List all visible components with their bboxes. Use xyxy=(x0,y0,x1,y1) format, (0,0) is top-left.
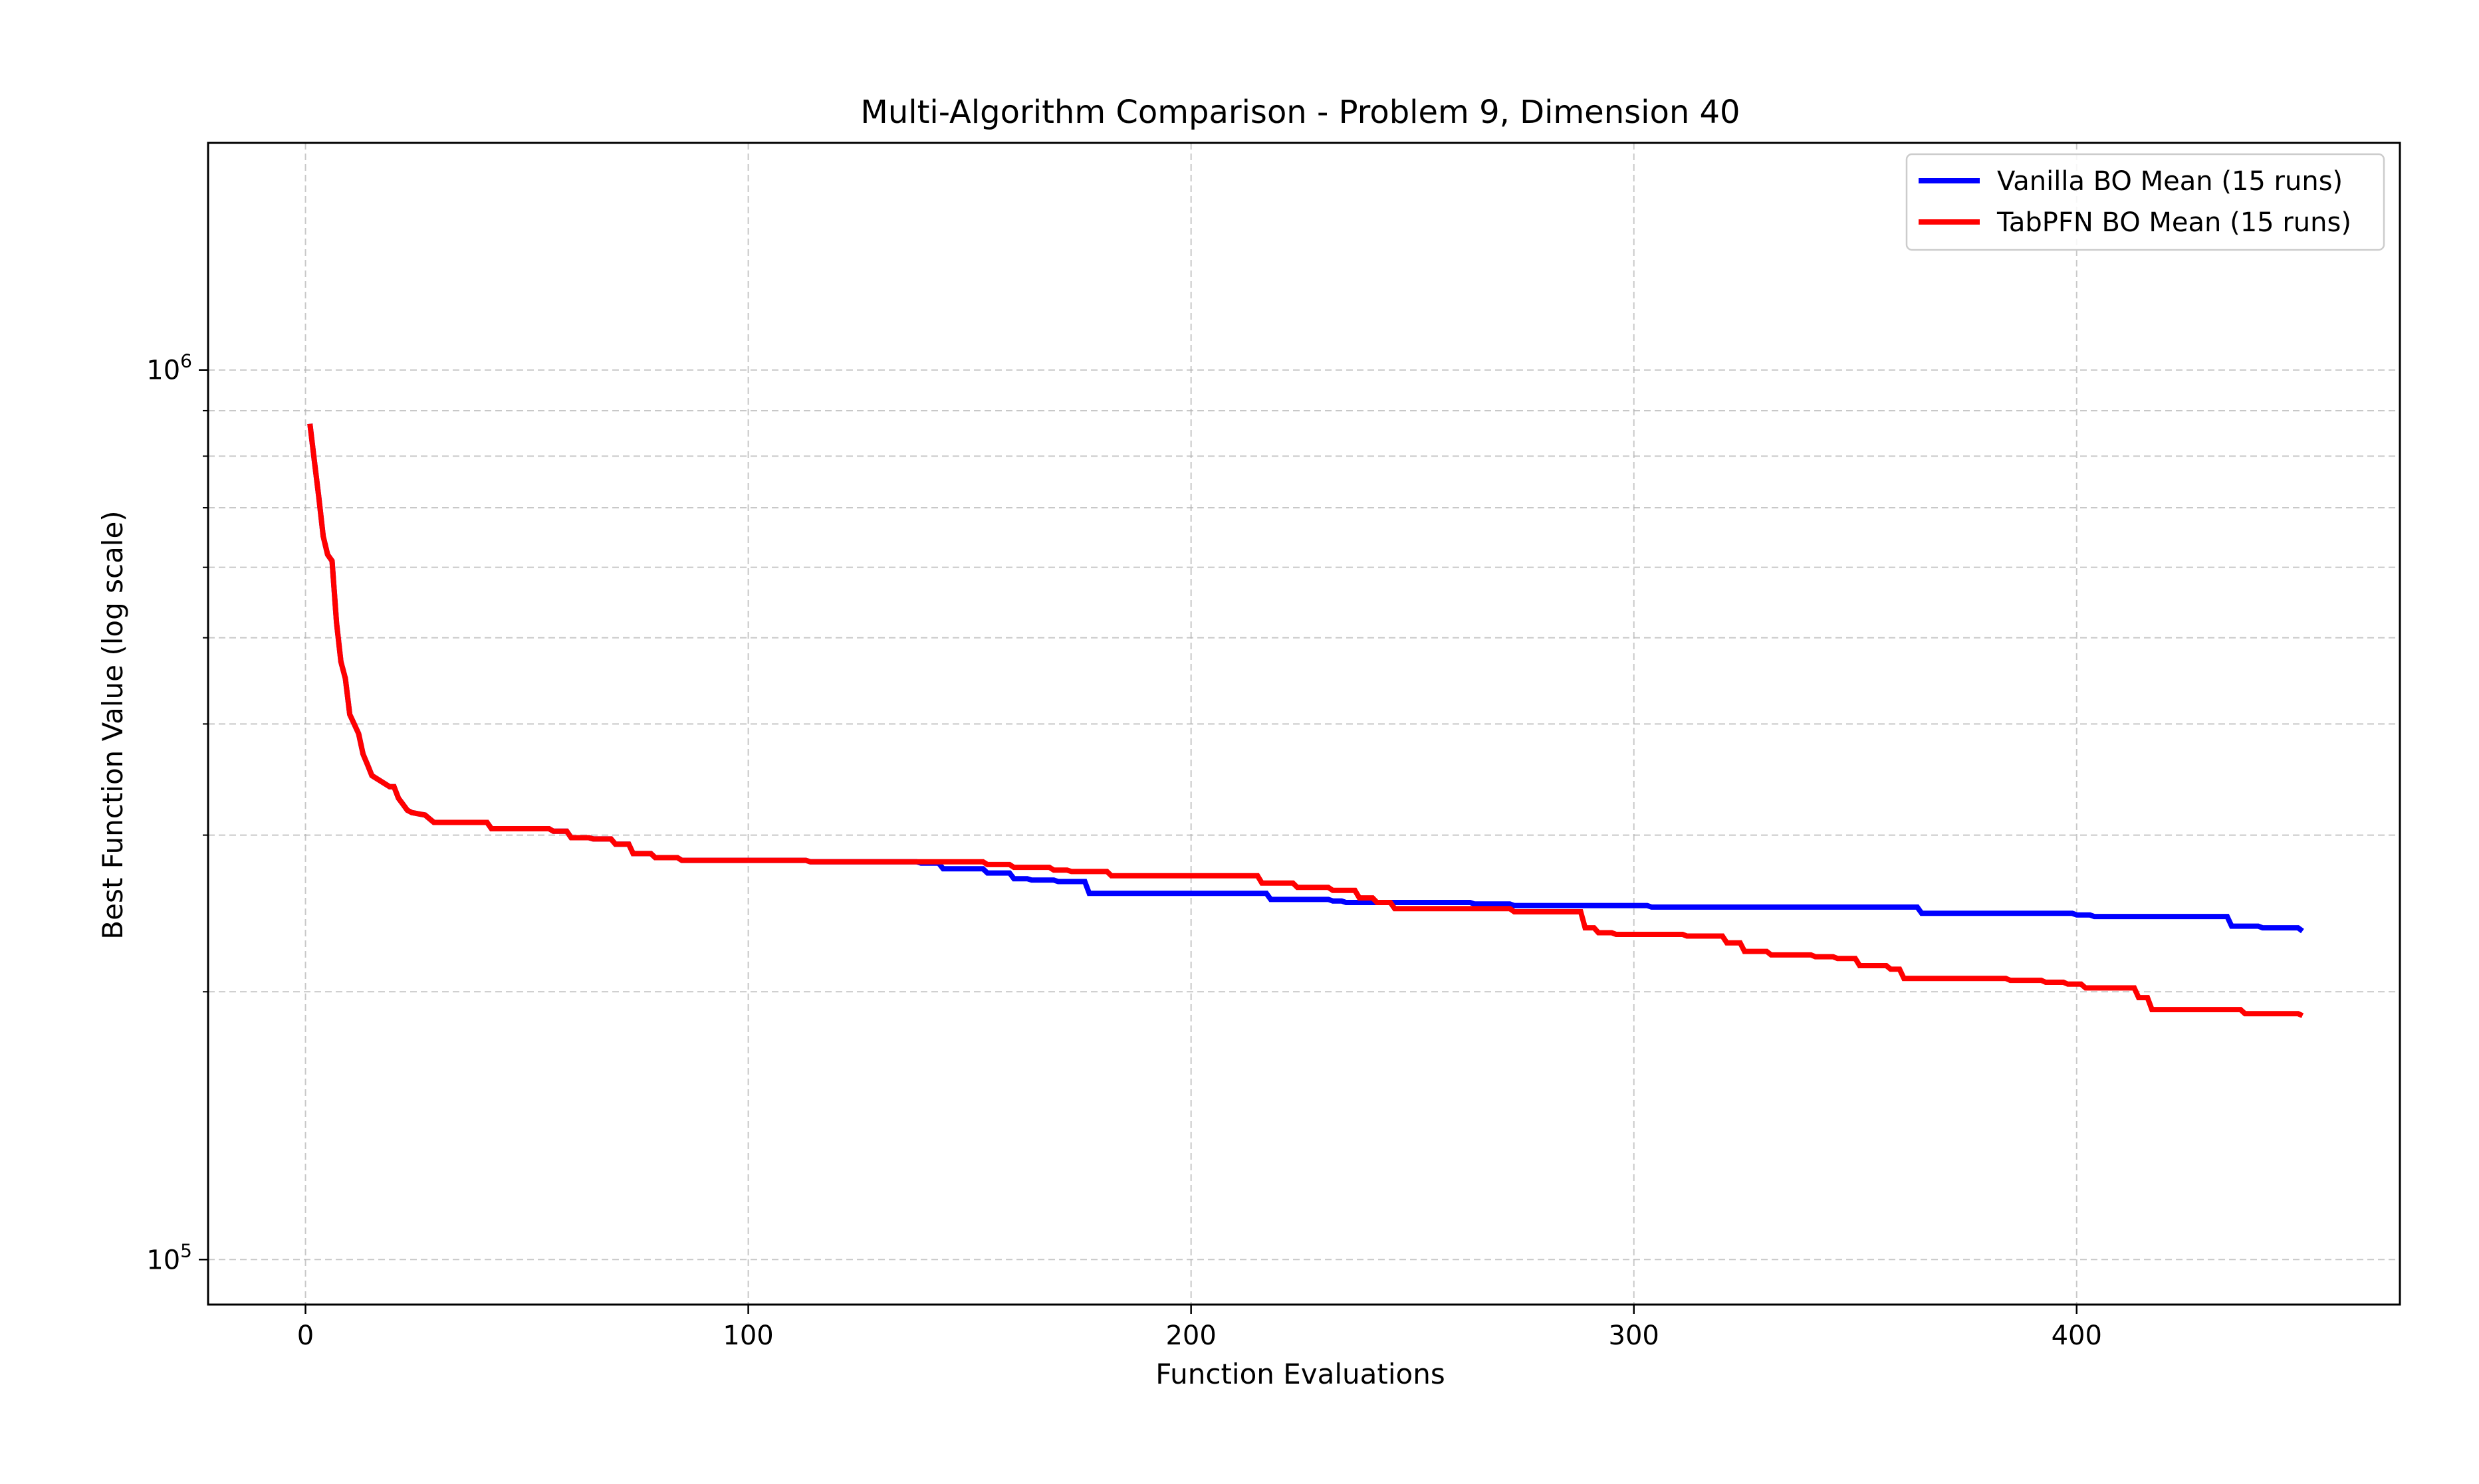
y-tick-label: 106 xyxy=(146,350,192,386)
legend-label: TabPFN BO Mean (15 runs) xyxy=(1996,207,2351,238)
x-tick-label: 0 xyxy=(297,1321,314,1351)
legend: Vanilla BO Mean (15 runs) TabPFN BO Mean … xyxy=(1905,153,2385,251)
x-tick-label: 100 xyxy=(723,1321,773,1351)
y-axis-label: Best Function Value (log scale) xyxy=(96,510,129,939)
axis-ticks: 0 100 200 300 400 105 106 xyxy=(146,350,2102,1351)
series-lines xyxy=(307,423,2304,1018)
x-tick-label: 300 xyxy=(1609,1321,1659,1351)
x-tick-label: 400 xyxy=(2052,1321,2102,1351)
legend-box xyxy=(1905,153,2385,251)
chart-title: Multi-Algorithm Comparison - Problem 9, … xyxy=(860,94,1740,131)
legend-label: Vanilla BO Mean (15 runs) xyxy=(1997,166,2343,197)
y-tick-label: 105 xyxy=(146,1239,192,1275)
x-axis-label: Function Evaluations xyxy=(1155,1358,1445,1390)
grid xyxy=(208,143,2400,1305)
x-tick-label: 200 xyxy=(1165,1321,1216,1351)
series-line-1 xyxy=(307,423,2304,1018)
